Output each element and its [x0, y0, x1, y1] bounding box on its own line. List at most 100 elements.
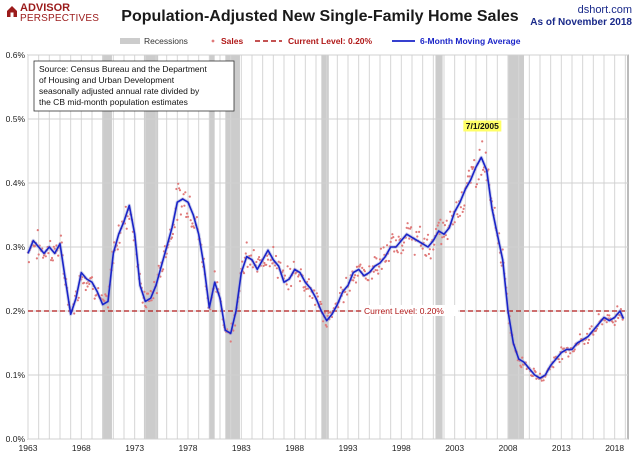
sales-point — [590, 325, 593, 328]
sales-point — [376, 269, 379, 272]
y-tick-label: 0.6% — [6, 50, 26, 60]
sales-point — [406, 222, 409, 225]
sales-point — [216, 281, 219, 284]
sales-point — [234, 324, 237, 327]
sales-point — [178, 187, 181, 190]
sales-point — [266, 258, 270, 261]
sales-point — [532, 367, 535, 370]
sales-point — [402, 241, 406, 244]
sales-point — [572, 350, 575, 353]
sales-point — [263, 261, 266, 265]
y-tick-label: 0.0% — [6, 434, 26, 444]
sales-point — [419, 244, 422, 247]
x-tick-label: 1993 — [339, 443, 358, 453]
sales-point — [41, 247, 44, 250]
sales-point — [370, 277, 374, 280]
sales-point — [446, 237, 449, 241]
sales-point — [193, 226, 196, 229]
sales-point — [569, 352, 572, 355]
sales-point — [36, 229, 39, 232]
sales-point — [306, 287, 310, 290]
sales-point — [117, 224, 120, 227]
sales-point — [242, 272, 246, 275]
sales-point — [313, 289, 316, 292]
sales-point — [35, 257, 39, 260]
sales-point — [456, 213, 459, 216]
source-note-line: seasonally adjusted annual rate divided … — [39, 86, 200, 96]
x-tick-label: 1973 — [125, 443, 144, 453]
sales-point — [330, 315, 334, 319]
sales-point — [319, 300, 322, 303]
sales-point — [408, 237, 411, 240]
sales-point — [355, 265, 358, 268]
sales-point — [441, 236, 444, 239]
sales-point — [325, 325, 328, 328]
sales-point — [379, 247, 382, 250]
sales-point — [297, 275, 300, 278]
sales-point — [392, 236, 395, 239]
sales-point — [487, 168, 490, 171]
sales-point — [373, 256, 376, 259]
sales-point — [588, 327, 591, 330]
sales-point — [493, 206, 496, 209]
sales-point — [88, 282, 91, 286]
sales-point — [241, 260, 244, 263]
sales-point — [621, 318, 624, 321]
current-level-label-bg — [362, 305, 458, 316]
legend-current-label: Current Level: 0.20% — [288, 36, 373, 46]
sales-point — [453, 221, 456, 224]
sales-point — [118, 241, 121, 244]
sales-point — [564, 351, 567, 354]
sales-point — [90, 276, 94, 279]
source-note-box — [33, 60, 235, 112]
sales-point — [173, 226, 176, 229]
sales-point — [128, 217, 131, 220]
sales-point — [162, 268, 165, 271]
y-tick-label: 0.1% — [6, 370, 26, 380]
sales-point — [535, 377, 538, 380]
source-note-line: of Housing and Urban Development — [39, 75, 175, 85]
sales-point — [305, 287, 308, 291]
sales-point — [275, 267, 278, 270]
sales-point — [455, 201, 458, 204]
sales-point — [436, 224, 439, 227]
sales-point — [387, 259, 390, 263]
y-tick-label: 0.3% — [6, 242, 26, 252]
sales-point — [444, 234, 447, 237]
sales-point — [100, 294, 103, 297]
legend-sales-label: Sales — [221, 36, 243, 46]
sales-point — [367, 279, 370, 282]
sales-point — [113, 241, 116, 244]
sales-point — [185, 215, 188, 219]
y-tick-label: 0.2% — [6, 306, 26, 316]
sales-point — [86, 285, 89, 288]
x-tick-label: 1968 — [72, 443, 91, 453]
sales-point — [614, 320, 617, 323]
sales-point — [459, 206, 462, 209]
sales-point — [213, 270, 216, 273]
sales-point — [124, 205, 127, 208]
sales-point — [179, 213, 182, 216]
sales-point — [520, 366, 523, 369]
sales-point — [339, 286, 342, 289]
chart-title: Population-Adjusted New Single-Family Ho… — [121, 8, 519, 25]
sales-point — [461, 210, 464, 213]
sales-point — [304, 285, 307, 288]
sales-point — [106, 295, 109, 298]
sales-point — [209, 308, 212, 311]
sales-point — [50, 259, 53, 262]
sales-point — [410, 226, 413, 229]
sales-point — [299, 268, 302, 271]
sales-point — [282, 269, 285, 272]
sales-point — [189, 219, 192, 222]
sales-point — [244, 252, 247, 255]
sales-point — [171, 232, 174, 236]
sales-point — [77, 296, 80, 299]
sales-point — [480, 173, 483, 176]
sales-point — [42, 256, 45, 259]
sales-point — [613, 323, 616, 327]
sales-point — [540, 379, 543, 382]
sales-point — [337, 306, 340, 309]
sales-point — [159, 275, 162, 278]
sales-point — [150, 299, 153, 302]
